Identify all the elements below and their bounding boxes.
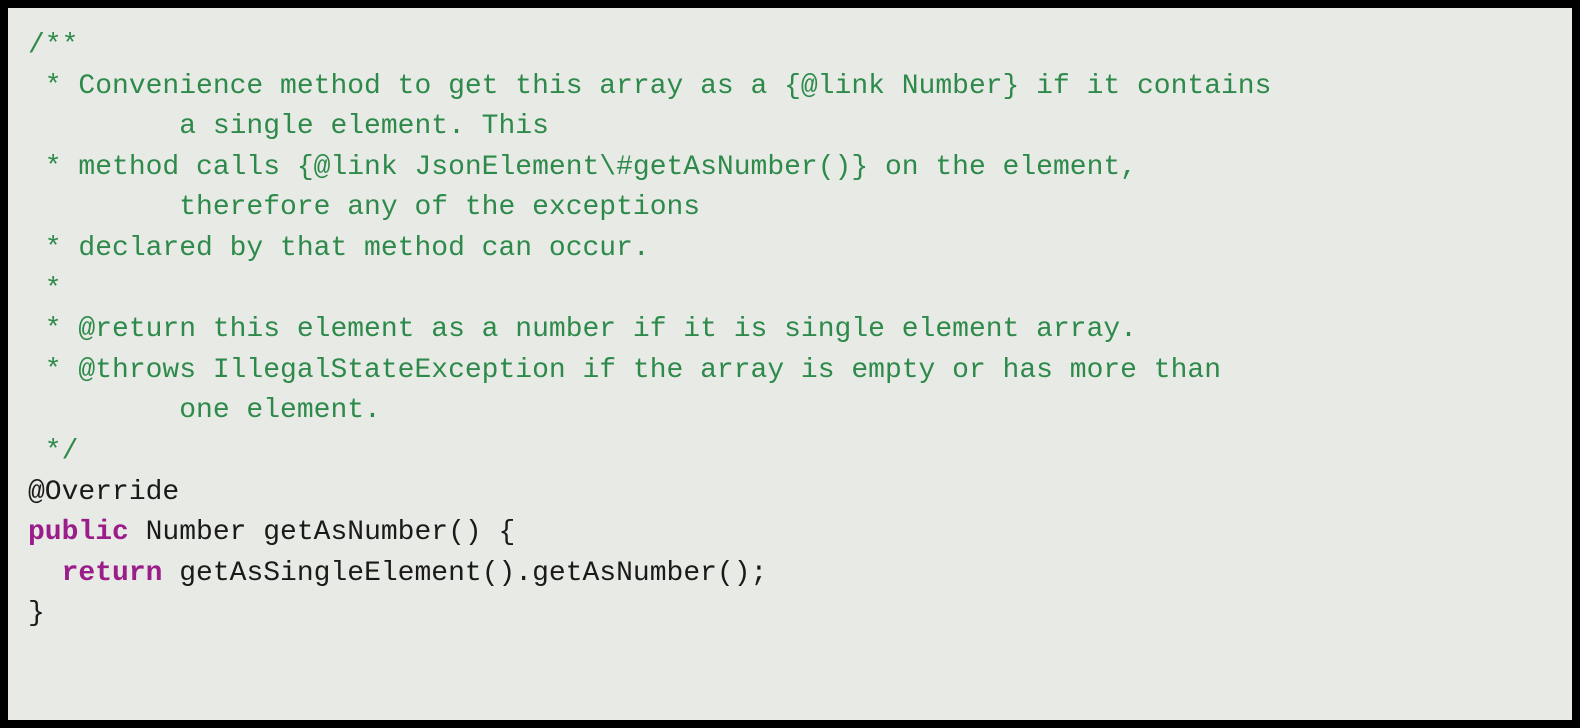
body-indent — [28, 558, 62, 589]
javadoc-close: */ — [28, 436, 78, 467]
javadoc-return: * @return this element as a number if it… — [28, 314, 1137, 345]
javadoc-line: * Convenience method to get this array a… — [28, 71, 1271, 102]
javadoc-throws: * @throws IllegalStateException if the a… — [28, 355, 1221, 386]
keyword-return: return — [62, 558, 163, 589]
javadoc-blank: * — [28, 274, 62, 305]
keyword-public: public — [28, 517, 129, 548]
code-block: /** * Convenience method to get this arr… — [0, 0, 1580, 728]
javadoc-line-wrap: a single element. This — [28, 111, 549, 142]
javadoc-open: /** — [28, 30, 78, 61]
close-brace: } — [28, 598, 45, 629]
annotation-override: @Override — [28, 477, 179, 508]
return-expression: getAsSingleElement().getAsNumber(); — [162, 558, 767, 589]
javadoc-line: * method calls {@link JsonElement\#getAs… — [28, 152, 1137, 183]
javadoc-line: * declared by that method can occur. — [28, 233, 650, 264]
javadoc-line-wrap: therefore any of the exceptions — [28, 192, 700, 223]
method-signature: Number getAsNumber() { — [129, 517, 515, 548]
javadoc-throws-wrap: one element. — [28, 395, 381, 426]
